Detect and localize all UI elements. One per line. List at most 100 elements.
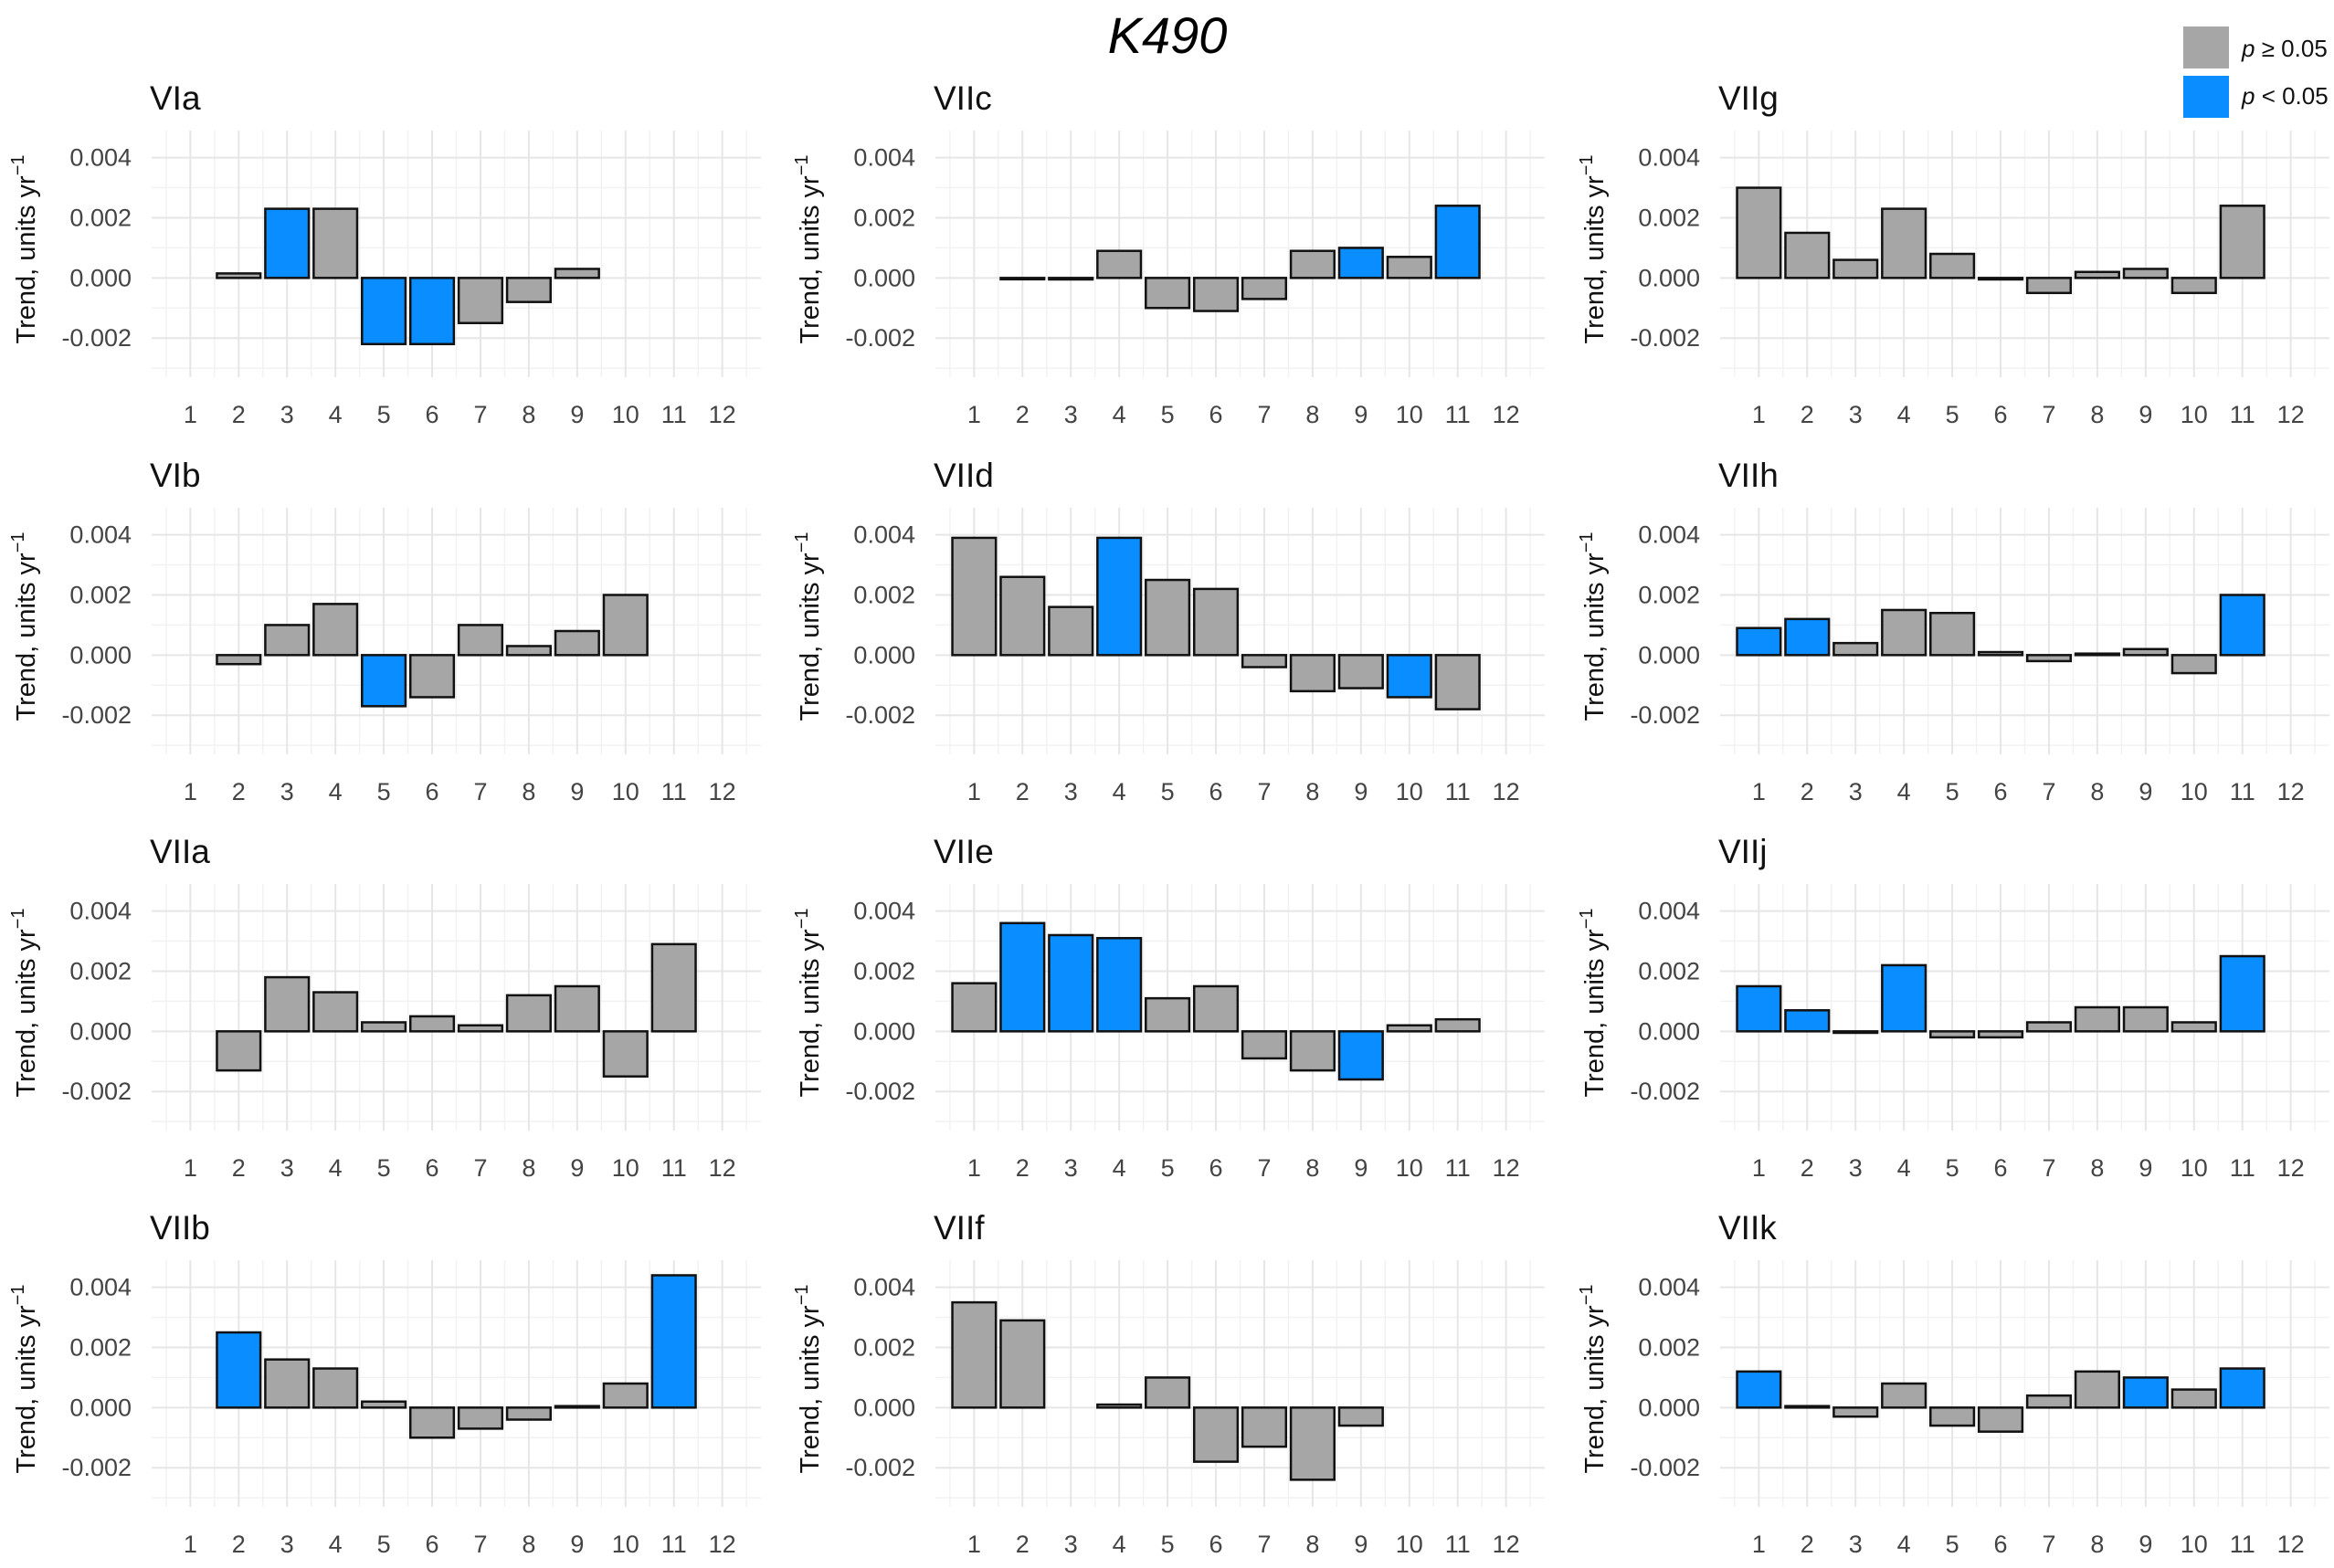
- bar-vib-9: [554, 629, 600, 657]
- y-tick-label: 0.000: [69, 264, 132, 291]
- x-tick-label: 6: [426, 778, 439, 805]
- bar-viij-6: [1977, 1030, 2024, 1039]
- bar-viig-9: [2122, 268, 2169, 279]
- x-tick-label: 11: [661, 1531, 687, 1558]
- panel-title: VIIh: [1718, 457, 1779, 494]
- x-tick-label: 5: [377, 1154, 391, 1182]
- bar-viif-8: [1289, 1406, 1336, 1481]
- y-tick-label: 0.000: [1638, 1394, 1700, 1421]
- bar-viig-2: [1784, 231, 1831, 279]
- x-tick-label: 11: [2230, 1531, 2255, 1558]
- x-tick-label: 2: [1801, 778, 1814, 805]
- y-axis-label: Trend, units yr−1: [8, 531, 41, 721]
- y-tick-label: 0.004: [1638, 1274, 1700, 1301]
- x-tick-label: 12: [709, 778, 736, 805]
- panel-title: VIIg: [1718, 79, 1779, 117]
- x-tick-label: 10: [1396, 1154, 1423, 1182]
- bar-viic-8: [1289, 249, 1336, 279]
- x-tick-label: 10: [2181, 1154, 2208, 1182]
- y-tick-label: -0.002: [61, 324, 132, 352]
- legend-p-symbol: p: [2241, 82, 2255, 110]
- figure-title: K490: [1108, 6, 1228, 64]
- panel-title: VIIc: [934, 79, 992, 117]
- bar-viia-11: [650, 942, 697, 1033]
- y-axis-label-superscript: −1: [1577, 531, 1597, 552]
- bar-viig-10: [2170, 277, 2217, 295]
- x-tick-label: 4: [329, 1531, 343, 1558]
- x-tick-label: 5: [1161, 778, 1175, 805]
- x-tick-label: 1: [1752, 1154, 1766, 1182]
- x-tick-label: 3: [280, 1531, 294, 1558]
- bar-viij-7: [2025, 1021, 2073, 1033]
- x-tick-label: 5: [377, 401, 391, 428]
- bar-viif-6: [1192, 1406, 1240, 1463]
- y-tick-label: -0.002: [61, 1454, 132, 1481]
- x-tick-label: 6: [1209, 1531, 1223, 1558]
- x-tick-label: 7: [1257, 778, 1271, 805]
- bar-viib-9: [554, 1405, 600, 1409]
- x-tick-label: 11: [1445, 1154, 1471, 1182]
- y-tick-label: -0.002: [845, 1078, 915, 1105]
- bar-viie-4: [1096, 937, 1143, 1033]
- bar-viid-9: [1337, 654, 1384, 689]
- x-tick-label: 3: [1849, 401, 1863, 428]
- x-tick-label: 7: [473, 778, 487, 805]
- x-tick-label: 6: [1209, 1154, 1223, 1182]
- x-tick-label: 12: [2277, 1531, 2305, 1558]
- y-axis-label-superscript: −1: [8, 154, 28, 175]
- x-tick-label: 3: [280, 778, 294, 805]
- x-tick-label: 8: [1305, 401, 1319, 428]
- y-tick-label: 0.002: [69, 1333, 132, 1361]
- x-tick-label: 5: [1946, 401, 1959, 428]
- bar-viig-7: [2025, 277, 2073, 295]
- x-tick-label: 10: [612, 1531, 639, 1558]
- bar-viie-10: [1386, 1024, 1432, 1033]
- y-axis-label-text: Trend, units yr: [1580, 552, 1610, 721]
- y-tick-label: 0.004: [69, 521, 132, 549]
- bar-viik-8: [2074, 1370, 2120, 1409]
- x-tick-label: 5: [1161, 401, 1175, 428]
- x-tick-label: 7: [2042, 401, 2055, 428]
- x-tick-label: 11: [661, 401, 687, 428]
- x-tick-label: 11: [1445, 1531, 1471, 1558]
- y-axis-label-text: Trend, units yr: [12, 1305, 41, 1474]
- y-tick-label: 0.002: [1638, 1333, 1700, 1361]
- x-tick-label: 8: [1305, 778, 1319, 805]
- y-tick-label: 0.004: [1638, 898, 1700, 925]
- x-tick-label: 2: [232, 778, 246, 805]
- bar-viib-5: [361, 1400, 407, 1409]
- bar-viig-8: [2074, 270, 2120, 279]
- x-tick-label: 3: [1849, 1531, 1863, 1558]
- y-axis-label-superscript: −1: [1577, 1284, 1597, 1305]
- bar-viic-2: [999, 277, 1046, 281]
- bar-viih-11: [2219, 594, 2265, 657]
- bar-vib-3: [264, 624, 311, 657]
- y-tick-label: -0.002: [1630, 701, 1700, 729]
- bar-viia-7: [457, 1024, 504, 1033]
- bar-viic-6: [1192, 277, 1240, 312]
- bar-via-7: [457, 277, 504, 324]
- y-tick-label: 0.002: [69, 581, 132, 608]
- bar-via-9: [554, 268, 600, 279]
- y-axis-label: Trend, units yr−1: [792, 154, 825, 343]
- x-tick-label: 5: [1946, 1154, 1959, 1182]
- y-axis-label-superscript: −1: [792, 1284, 812, 1305]
- y-tick-label: 0.004: [853, 898, 915, 925]
- x-tick-label: 9: [1354, 1531, 1368, 1558]
- x-tick-label: 3: [1849, 1154, 1863, 1182]
- x-tick-label: 1: [1752, 1531, 1766, 1558]
- bar-vib-8: [505, 645, 552, 657]
- x-tick-label: 6: [1209, 401, 1223, 428]
- y-axis-label: Trend, units yr−1: [1577, 154, 1610, 343]
- x-tick-label: 9: [1354, 1154, 1368, 1182]
- y-tick-label: 0.002: [1638, 204, 1700, 231]
- x-tick-label: 6: [1994, 1531, 2008, 1558]
- bar-viif-7: [1241, 1406, 1288, 1448]
- bar-viih-4: [1881, 608, 1927, 657]
- x-tick-label: 8: [522, 1154, 535, 1182]
- x-tick-label: 8: [1305, 1531, 1319, 1558]
- legend-swatch-not-significant: [2183, 26, 2229, 68]
- y-axis-label-text: Trend, units yr: [796, 175, 825, 344]
